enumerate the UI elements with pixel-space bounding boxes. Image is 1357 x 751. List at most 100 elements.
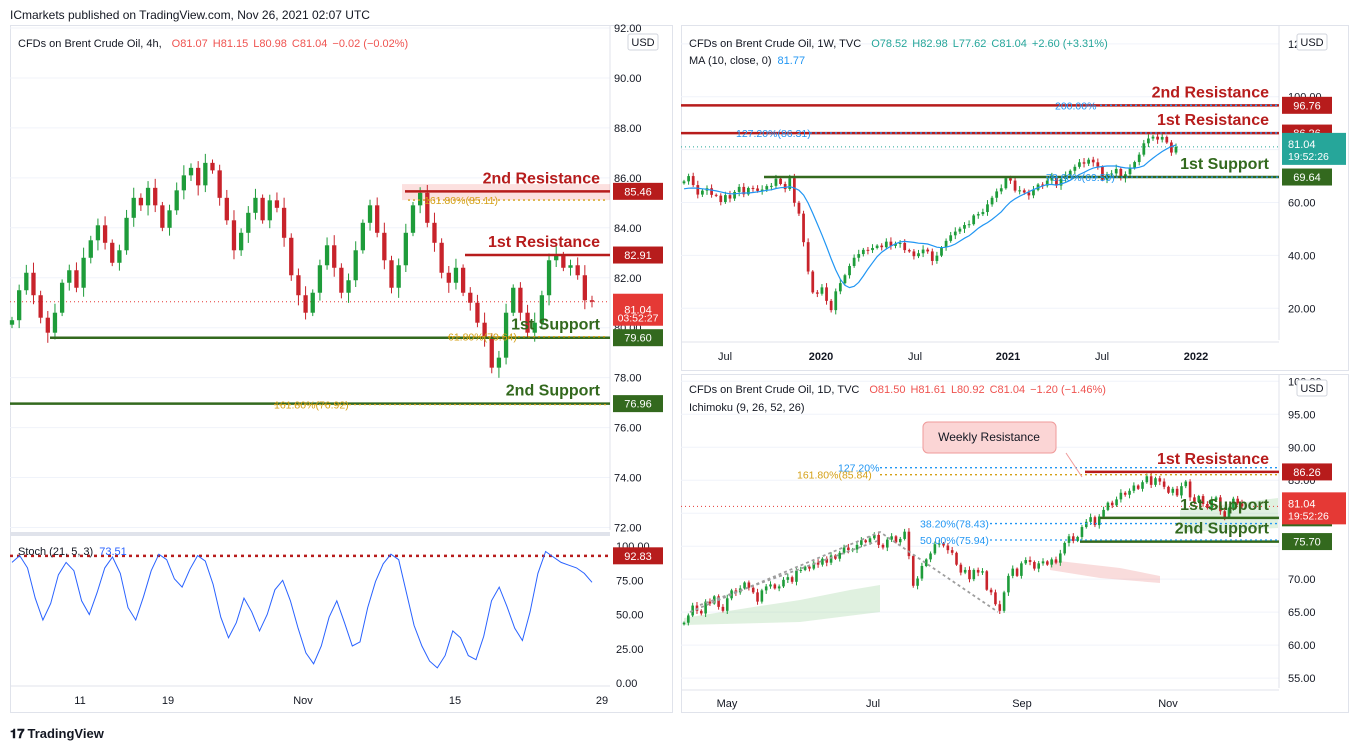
candle-body	[1171, 488, 1175, 493]
candle-body	[1170, 142, 1173, 153]
candle-body	[903, 242, 907, 251]
candle-body	[687, 615, 690, 623]
candle-body	[446, 272, 451, 283]
trend-dashed-line	[699, 539, 881, 606]
candle-body	[990, 197, 994, 205]
marks-layer	[9, 104, 1279, 669]
candle-body	[691, 176, 695, 186]
y-tick-label: 65.00	[1288, 607, 1316, 619]
candle-body	[682, 181, 686, 184]
candle-body	[1197, 496, 1201, 502]
candle-body	[1009, 178, 1012, 181]
candle-body	[589, 300, 595, 302]
candle-body	[1137, 154, 1141, 163]
candle-body	[1063, 542, 1066, 554]
stoch-level-value: 92.83	[624, 551, 652, 563]
candle-body	[238, 232, 244, 251]
legend-change: −1.20 (−1.46%)	[1030, 384, 1106, 396]
legend-open: O81.50	[869, 384, 905, 396]
candle-body	[701, 190, 704, 195]
candle-body	[968, 569, 971, 580]
candle-body	[1145, 476, 1149, 483]
candle-body	[955, 552, 958, 565]
level-price-value: 85.46	[624, 186, 652, 198]
candle-body	[110, 242, 115, 263]
candle-body	[511, 287, 516, 313]
candle-body	[1167, 486, 1170, 493]
candle-body	[1141, 482, 1144, 489]
candle-body	[260, 197, 265, 221]
stoch-legend-label: Stoch (21, 5, 3)	[18, 546, 93, 558]
candle-body	[1175, 488, 1179, 496]
tradingview-logo[interactable]: 𝟏𝟕 TradingView	[10, 726, 104, 742]
candle-body	[812, 562, 816, 569]
candle-body	[815, 292, 819, 294]
candle-body	[1123, 492, 1127, 495]
candle-body	[769, 584, 772, 587]
candle-body	[700, 610, 703, 614]
candle-body	[1004, 178, 1008, 189]
publisher-header: ICmarkets published on TradingView.com, …	[10, 8, 370, 22]
candle-body	[786, 577, 790, 580]
legend-close: C81.04	[991, 38, 1026, 50]
candle-body	[67, 270, 72, 283]
candle-body	[760, 189, 764, 191]
candle-body	[921, 249, 925, 254]
fib-level-label: 61.80%(79.64)	[448, 332, 517, 344]
candle-body	[907, 531, 911, 557]
candle-body	[1174, 146, 1178, 153]
fib-level-label: 161.80%(85.11)	[424, 195, 498, 207]
candle-body	[1232, 498, 1235, 508]
candle-body	[963, 224, 966, 229]
y-tick-label: 90.00	[614, 73, 642, 85]
candle-body	[88, 240, 93, 258]
support-label: 1st Support	[1180, 156, 1270, 173]
candle-body	[439, 242, 444, 273]
candle-body	[231, 220, 237, 251]
candle-body	[1045, 180, 1049, 186]
candle-body	[1115, 499, 1118, 506]
candle-body	[920, 565, 924, 579]
candle-body	[367, 205, 373, 223]
legend-high: H81.15	[213, 38, 248, 50]
candle-body	[174, 190, 179, 211]
candle-body	[967, 224, 971, 226]
panel-4h	[10, 25, 673, 713]
candle-body	[1054, 559, 1058, 563]
candle-body	[1013, 180, 1017, 191]
chart-legend: CFDs on Brent Crude Oil, 1W, TVC O78.52 H8…	[689, 38, 1108, 50]
y-tick-label: 72.00	[614, 523, 642, 535]
y-tick-label: 40.00	[1288, 250, 1316, 262]
candle-body	[1087, 159, 1091, 164]
candle-body	[353, 250, 358, 281]
candle-body	[289, 237, 294, 276]
candle-body	[1078, 162, 1081, 167]
y-tick-label: 95.00	[1288, 409, 1316, 421]
candle-body	[1101, 166, 1104, 180]
candle-body	[17, 290, 22, 321]
fib-level-label: 161.80%(85.84)	[797, 470, 872, 482]
candle-body	[1084, 521, 1088, 528]
candle-body	[102, 225, 108, 243]
candle-body	[866, 249, 870, 251]
candle-body	[59, 282, 65, 313]
candle-body	[889, 241, 893, 246]
legend-open: O78.52	[871, 38, 907, 50]
y-tick-label: 92.00	[614, 23, 642, 35]
candle-body	[1110, 173, 1114, 175]
panel-weekly	[681, 25, 1349, 371]
labels-layer: 92.0090.0088.0086.0084.0082.0080.0078.00…	[18, 23, 1346, 710]
candle-body	[782, 579, 785, 587]
candle-body	[1201, 496, 1205, 504]
candle-body	[210, 162, 215, 171]
candle-body	[1119, 492, 1123, 500]
candle-body	[1236, 498, 1239, 504]
candle-body	[1102, 509, 1105, 517]
candle-body	[1082, 162, 1086, 164]
candle-body	[792, 178, 796, 203]
candle-body	[981, 212, 985, 215]
candle-body	[712, 596, 716, 604]
candle-body	[1015, 568, 1019, 576]
candle-body	[1076, 536, 1079, 541]
currency-label: USD	[631, 37, 654, 49]
